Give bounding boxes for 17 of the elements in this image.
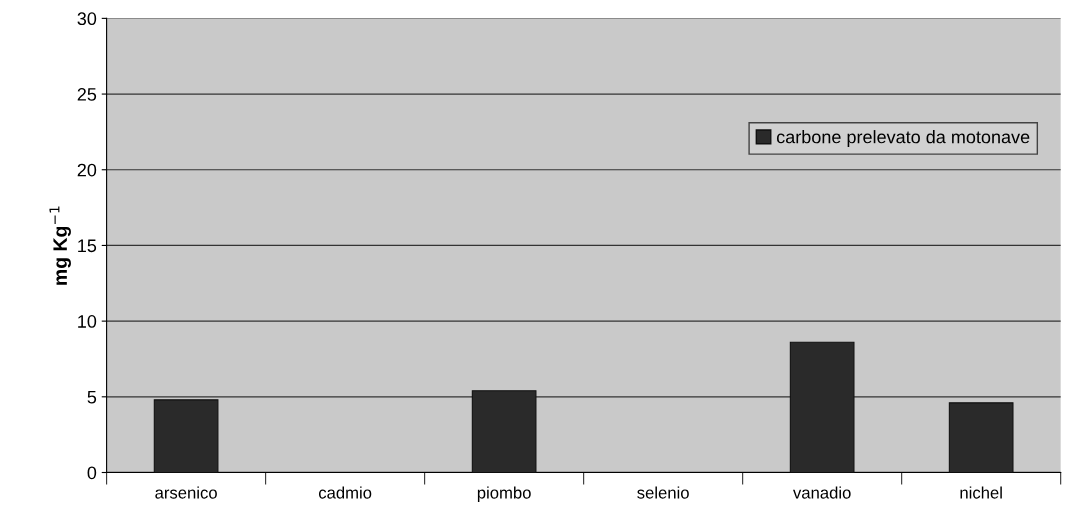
y-tick-label: 15	[78, 239, 97, 253]
x-tick-label: piombo	[477, 486, 531, 502]
bar	[948, 402, 1014, 473]
y-tick-label: 30	[77, 12, 97, 26]
x-tick-label: arsenico	[155, 486, 217, 499]
legend-label: carbone prelevato da motonave	[776, 130, 1030, 147]
x-tick-label: vanadio	[793, 486, 851, 499]
x-tick-label: selenio	[637, 486, 689, 499]
y-tick-label: 10	[78, 315, 97, 328]
bar	[153, 399, 219, 473]
y-axis-title: mg Kg$^{−1}$	[49, 206, 71, 285]
x-tick-label: cadmio	[318, 486, 372, 499]
y-tick-label: 5	[87, 390, 97, 404]
x-tick-label: nichel	[960, 486, 1002, 499]
y-tick-label: 20	[77, 163, 97, 177]
y-tick-label: 25	[77, 88, 97, 101]
y-tick-label: 0	[87, 466, 97, 480]
